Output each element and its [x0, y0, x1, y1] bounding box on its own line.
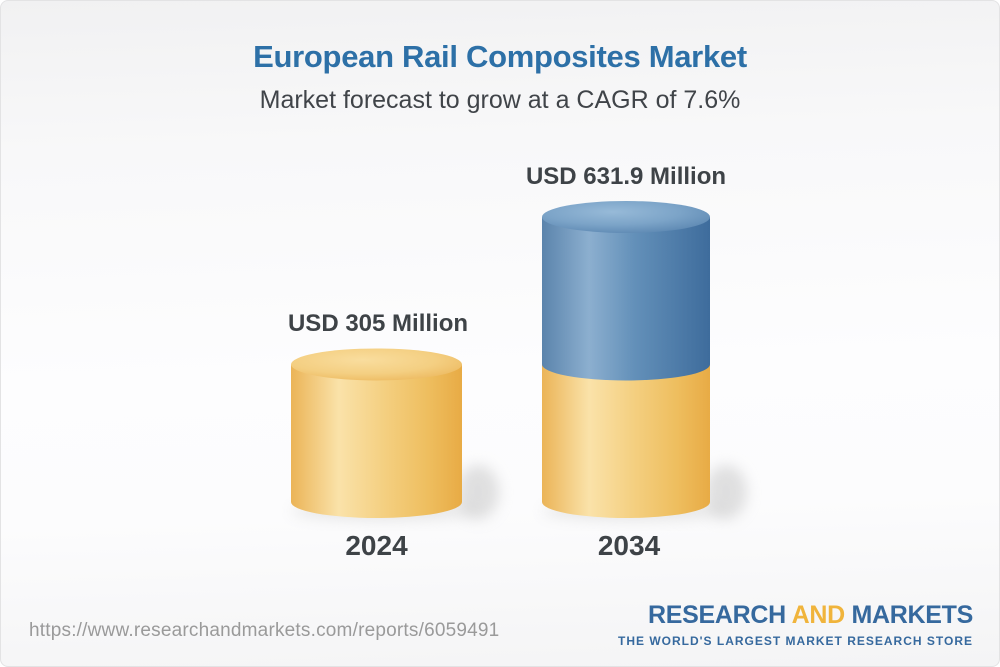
chart-subtitle: Market forecast to grow at a CAGR of 7.6… [259, 86, 741, 114]
brand-logo: RESEARCH AND MARKETS THE WORLD'S LARGEST… [618, 601, 973, 648]
bar-2034-segment-base-2024-market [542, 364, 710, 518]
brand-wordmark: RESEARCH AND MARKETS [618, 601, 973, 630]
bar-2024-segment-market-2024 [291, 364, 462, 518]
bars-layer [291, 201, 747, 520]
brand-tagline: THE WORLD'S LARGEST MARKET RESEARCH STOR… [618, 633, 973, 648]
logo-word-markets: MARKETS [851, 601, 973, 629]
bar-shadow-side [705, 465, 747, 519]
bar-2024-top-cap [291, 348, 462, 381]
chart-title: European Rail Composites Market [253, 39, 747, 74]
category-label-2034: 2034 [597, 530, 661, 561]
value-label-2024: USD 305 Million [287, 310, 469, 338]
category-label-2024: 2024 [345, 530, 408, 561]
bar-2034-segment-forecast-growth [542, 217, 710, 381]
bar-2034-top-cap [542, 201, 710, 233]
source-url: https://www.researchandmarkets.com/repor… [29, 620, 500, 641]
value-label-2034: USD 631.9 Million [525, 163, 727, 190]
logo-word-and: AND [791, 601, 846, 629]
bar-shadow-side [457, 465, 499, 519]
logo-word-research: RESEARCH [647, 601, 786, 629]
